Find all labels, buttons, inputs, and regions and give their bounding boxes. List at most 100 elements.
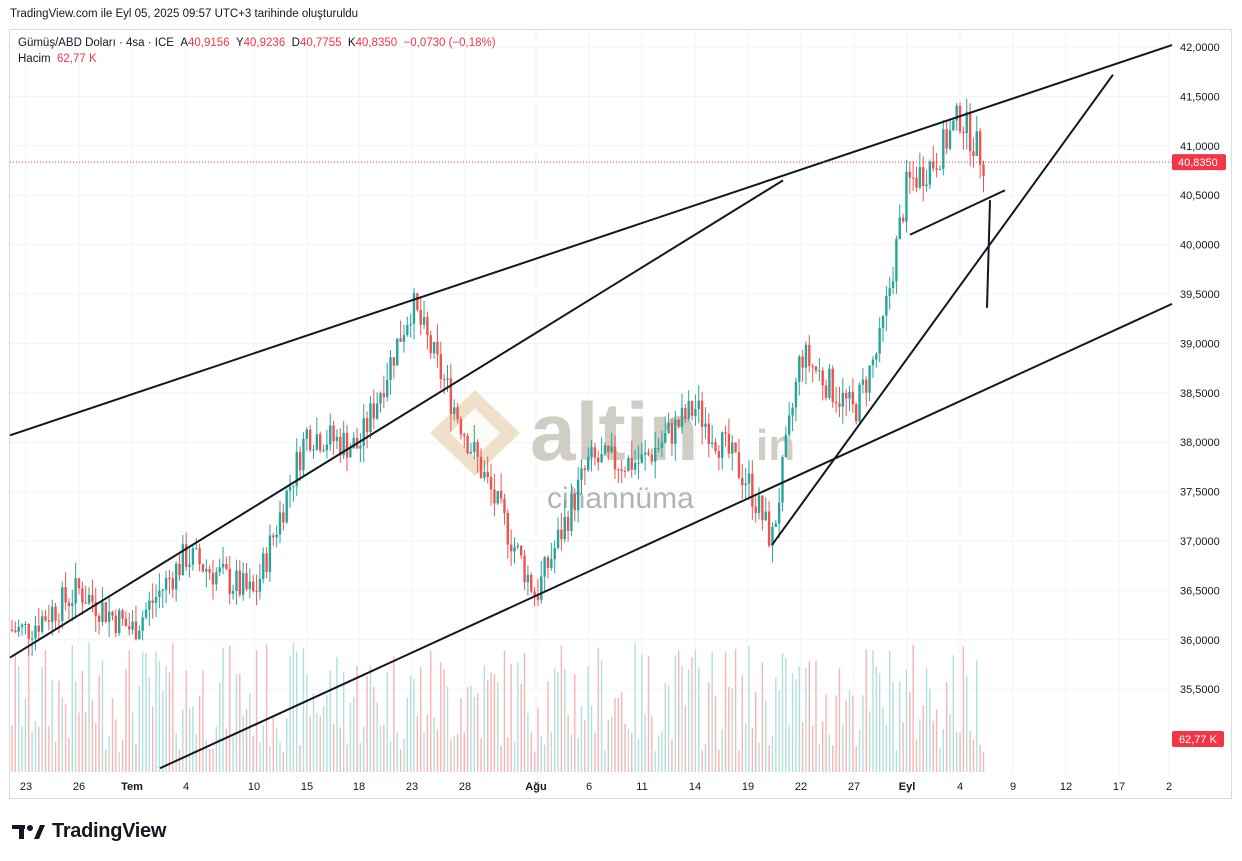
volume-bar <box>694 649 697 772</box>
volume-bar <box>81 670 84 772</box>
candle-body <box>804 344 808 368</box>
candle-body <box>654 447 657 462</box>
trendline-steep-rising-line[interactable] <box>771 74 1114 546</box>
candle-body <box>138 630 141 640</box>
candle-body <box>372 403 375 419</box>
candle-body <box>968 111 972 152</box>
candle-body <box>148 600 151 610</box>
candle-body <box>851 392 855 405</box>
candle-body <box>208 569 211 573</box>
candle-body <box>553 547 556 560</box>
candle-body <box>174 563 178 590</box>
volume-bar <box>74 681 77 772</box>
volume-bar <box>734 648 737 772</box>
volume-bar <box>316 713 318 772</box>
volume-bar <box>872 650 874 772</box>
trendline-lower-channel[interactable] <box>159 302 1173 770</box>
volume-bar <box>852 695 854 772</box>
low-key: D <box>291 37 300 49</box>
volume-bar <box>925 667 928 772</box>
volume-bar <box>182 709 184 772</box>
candle-body <box>891 281 895 289</box>
tradingview-logo[interactable]: TradingView <box>12 820 166 843</box>
volume-bar <box>85 712 87 772</box>
candle-body <box>114 615 118 633</box>
candle-body <box>134 621 138 640</box>
candle-body <box>349 448 352 458</box>
volume-bar <box>279 741 281 772</box>
volume-bar <box>939 748 941 772</box>
volume-bar <box>329 670 331 772</box>
volume-bar <box>389 741 392 772</box>
candle-body <box>104 602 107 622</box>
volume-bar <box>530 732 532 772</box>
volume-bar <box>95 722 97 772</box>
volume-bar <box>319 715 321 772</box>
candle-body <box>77 578 81 589</box>
candle-body <box>754 506 757 513</box>
volume-bar <box>215 726 218 772</box>
trendline-mid-rising-line[interactable] <box>9 179 784 659</box>
candle-body <box>955 105 958 121</box>
candle-body <box>463 434 466 437</box>
candle-body <box>781 457 784 503</box>
volume-bar <box>245 709 248 772</box>
candle-body <box>81 588 84 603</box>
candle-body <box>603 445 607 454</box>
candle-body <box>332 425 335 442</box>
volume-bar <box>322 706 325 772</box>
volume-bar <box>98 675 100 772</box>
candle-body <box>563 516 566 540</box>
candle-body <box>118 610 121 633</box>
volume-bar <box>483 665 486 772</box>
volume-bar <box>634 643 636 772</box>
volume-bar <box>976 660 978 772</box>
volume-bar <box>118 751 120 772</box>
candle-body <box>506 513 509 545</box>
volume-bar <box>446 686 449 772</box>
volume-bar <box>262 725 264 772</box>
candle-body <box>905 171 908 222</box>
candle-body <box>580 468 583 480</box>
candle-body <box>784 434 788 458</box>
candle-body <box>523 555 526 583</box>
price-tick-label: 39,0000 <box>1180 338 1220 350</box>
volume-label[interactable]: Hacim <box>18 53 51 65</box>
candle-body <box>499 490 503 499</box>
volume-bar <box>600 660 603 772</box>
price-tick-label: 38,0000 <box>1180 437 1220 449</box>
candle-body <box>476 441 479 457</box>
volume-bar <box>808 660 810 772</box>
time-tick-label: 12 <box>1060 781 1072 793</box>
candle-body <box>777 502 781 524</box>
candle-body <box>57 620 61 622</box>
time-tick-label: 27 <box>848 781 860 793</box>
candle-body <box>258 578 262 592</box>
candle-body <box>744 483 747 486</box>
volume-bar <box>654 751 656 772</box>
volume-bar <box>34 721 37 772</box>
candle-body <box>516 545 520 547</box>
candle-body <box>570 493 573 531</box>
volume-bar <box>744 723 747 772</box>
volume-bar <box>88 643 90 772</box>
volume-bar <box>765 700 767 772</box>
volume-bar <box>24 698 27 772</box>
candle-body <box>362 418 365 446</box>
volume-bar <box>436 729 439 772</box>
volume-bar <box>490 672 492 772</box>
candle-body <box>231 590 235 594</box>
trendline-short-vertical-line[interactable] <box>986 200 991 308</box>
candle-body <box>386 379 389 398</box>
volume-bar <box>644 713 646 772</box>
candle-body <box>295 451 298 486</box>
symbol-label[interactable]: Gümüş/ABD Doları · 4sa · ICE <box>18 37 174 49</box>
trendline-short-support-line[interactable] <box>909 189 1006 236</box>
diamond-logo-icon <box>430 390 520 476</box>
candle-body <box>643 452 647 455</box>
legend-volume-row: Hacim 62,77 K <box>18 51 496 67</box>
volume-bar <box>982 751 985 772</box>
candle-body <box>211 572 215 585</box>
trendline-upper-channel[interactable] <box>9 44 1173 437</box>
